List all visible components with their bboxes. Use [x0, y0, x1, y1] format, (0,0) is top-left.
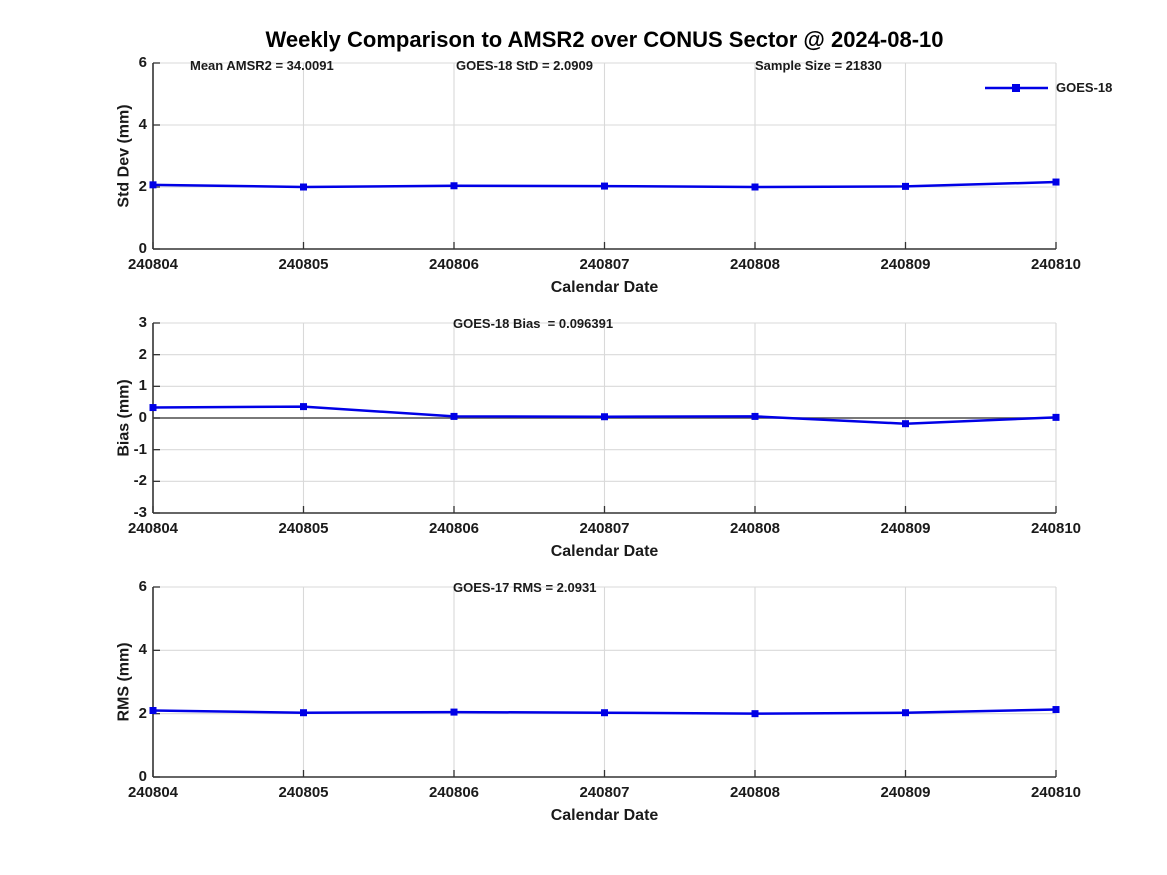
x-tick-label: 240804 — [127, 784, 179, 801]
x-tick-label: 240806 — [428, 520, 480, 537]
x-axis-label-calendar-date: Calendar Date — [550, 807, 659, 824]
y-tick-label: 0 — [138, 768, 147, 785]
y-tick-label: 2 — [138, 704, 147, 722]
x-tick-label: 240805 — [278, 784, 329, 801]
annotation-mean-amsr2: Mean AMSR2 = 34.0091 — [190, 58, 334, 73]
annotation-goes17-rms: GOES-17 RMS = 2.0931 — [453, 580, 597, 595]
y-tick-label: 1 — [138, 377, 147, 395]
x-tick-label: 240804 — [127, 520, 179, 537]
y-tick-label: -1 — [133, 440, 147, 458]
y-tick-label: 4 — [138, 116, 147, 133]
legend: GOES-18 — [985, 80, 1112, 95]
y-tick-label: 2 — [138, 178, 147, 195]
x-tick-label: 240805 — [278, 520, 329, 537]
x-tick-label: 240808 — [729, 520, 781, 537]
y-tick-label: 6 — [138, 54, 147, 71]
y-axis-label-std-dev: Std Dev (mm) — [116, 104, 133, 208]
x-tick-label: 240806 — [428, 784, 480, 801]
x-tick-label: 240805 — [278, 256, 329, 273]
x-tick-label: 240804 — [127, 256, 179, 273]
x-tick-label: 240808 — [729, 256, 781, 273]
figure-title: Weekly Comparison to AMSR2 over CONUS Se… — [265, 27, 944, 52]
y-axis-label-rms: RMS (mm) — [116, 642, 134, 722]
y-tick-label: 2 — [138, 345, 147, 363]
annotation-goes18-bias: GOES-18 Bias = 0.096391 — [453, 316, 614, 331]
legend-label: GOES-18 — [1056, 80, 1113, 95]
x-tick-label: 240809 — [880, 256, 931, 273]
x-tick-label: 240810 — [1030, 520, 1082, 537]
y-tick-label: 0 — [138, 409, 147, 426]
x-tick-label: 240809 — [880, 520, 931, 537]
legend-line-marker-icon — [985, 83, 1048, 92]
x-tick-label: 240808 — [729, 784, 781, 801]
annotation-goes18-std: GOES-18 StD = 2.0909 — [456, 58, 593, 73]
y-tick-label: 4 — [138, 641, 147, 659]
bias-plot-area — [149, 322, 1060, 514]
y-tick-label: -2 — [133, 472, 147, 490]
y-tick-label: 6 — [138, 578, 147, 595]
x-tick-label: 240807 — [579, 256, 630, 273]
x-axis-label-calendar-date: Calendar Date — [550, 279, 659, 296]
x-tick-label: 240806 — [428, 256, 480, 273]
std-dev-plot-area — [149, 62, 1060, 250]
x-tick-label: 240810 — [1030, 784, 1082, 801]
x-tick-label: 240809 — [880, 784, 931, 801]
rms-plot-area — [149, 586, 1060, 778]
y-tick-label: -3 — [133, 504, 147, 521]
x-tick-label: 240807 — [579, 784, 630, 801]
y-tick-label: 3 — [138, 314, 147, 331]
y-tick-label: 0 — [138, 240, 147, 257]
x-tick-label: 240807 — [579, 520, 630, 537]
x-tick-label: 240810 — [1030, 256, 1082, 273]
x-axis-label-calendar-date: Calendar Date — [550, 543, 659, 560]
annotation-sample-size: Sample Size = 21830 — [755, 58, 882, 73]
